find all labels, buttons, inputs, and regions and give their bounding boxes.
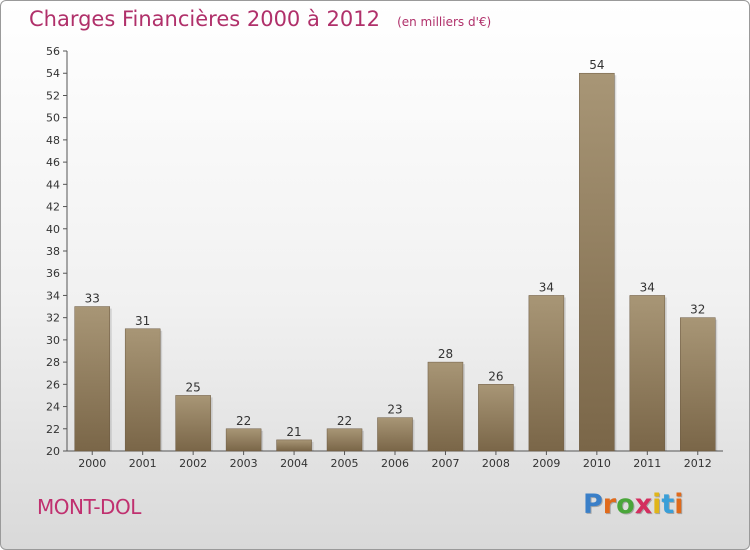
y-tick-label: 56 [46,45,60,58]
bar [276,439,312,452]
bar-value-label: 54 [589,58,604,72]
y-tick-label: 24 [46,401,60,414]
y-tick-label: 34 [46,289,60,302]
bar-value-label: 34 [539,280,554,294]
bar [377,417,413,452]
bar-value-label: 23 [387,403,402,417]
y-tick-label: 36 [46,267,60,280]
x-tick-label: 2005 [331,457,359,470]
bar [326,428,363,452]
bar-value-label: 21 [286,425,301,439]
y-tick-label: 26 [46,378,60,391]
y-tick-label: 32 [46,312,60,325]
y-tick-label: 46 [46,156,60,169]
chart-subtitle: (en milliers d'€) [397,15,492,29]
bar [629,295,666,452]
bar-value-label: 28 [438,347,453,361]
x-tick-label: 2009 [532,457,560,470]
bar-value-label: 25 [186,380,201,394]
chart-header: Charges Financières 2000 à 2012 (en mill… [29,7,491,31]
bar [175,395,211,452]
bar [124,328,161,452]
x-tick-label: 2003 [230,457,258,470]
bar [680,317,716,452]
y-tick-label: 20 [46,445,60,458]
bar-value-label: 32 [690,303,705,317]
y-tick-label: 22 [46,423,60,436]
chart-axes: 20 22 24 26 28 30 32 34 36 38 40 42 44 46 48 50 52 54 56 20… [46,45,723,470]
y-tick-label: 48 [46,134,60,147]
y-tick-label: 38 [46,245,60,258]
bar [579,72,615,452]
bar-value-label: 22 [337,414,352,428]
y-tick-label: 42 [46,201,60,214]
y-tick-label: 52 [46,89,60,102]
logo-letter: P [583,489,603,520]
bar [478,384,514,452]
logo-letter: i [674,489,684,520]
x-tick-label: 2012 [684,457,712,470]
x-tick-label: 2001 [129,457,157,470]
y-tick-label: 30 [46,334,60,347]
logo-letter: i [652,489,662,520]
bar [74,306,110,452]
bar-value-label: 31 [135,314,150,328]
chart-bars [74,72,718,452]
logo-letter: r [602,489,617,520]
x-tick-label: 2002 [179,457,207,470]
x-tick-label: 2011 [633,457,661,470]
commune-name: MONT-DOL [37,495,141,519]
x-tick-label: 2004 [280,457,308,470]
logo-letter: x [634,489,653,520]
bar-value-label: 33 [85,292,100,306]
y-tick-label: 50 [46,112,60,125]
bar [528,295,565,452]
bar [427,361,464,452]
x-tick-label: 2007 [431,457,459,470]
y-tick-label: 54 [46,67,60,80]
x-tick-label: 2006 [381,457,409,470]
bar [225,428,262,452]
y-tick-label: 28 [46,356,60,369]
logo-letter: o [616,489,635,520]
y-tick-label: 44 [46,178,60,191]
x-tick-label: 2000 [78,457,106,470]
bar-value-label: 34 [640,280,655,294]
proxiti-logo: Proxiti [583,489,684,520]
bar-value-label: 22 [236,414,251,428]
bar-value-label: 26 [488,369,503,383]
y-tick-label: 40 [46,223,60,236]
x-tick-label: 2008 [482,457,510,470]
logo-letter: t [661,489,675,520]
chart-data-labels: 33 31 25 22 21 22 23 28 26 34 54 34 32 [85,58,706,439]
x-tick-label: 2010 [583,457,611,470]
chart-title: Charges Financières 2000 à 2012 [29,7,380,31]
